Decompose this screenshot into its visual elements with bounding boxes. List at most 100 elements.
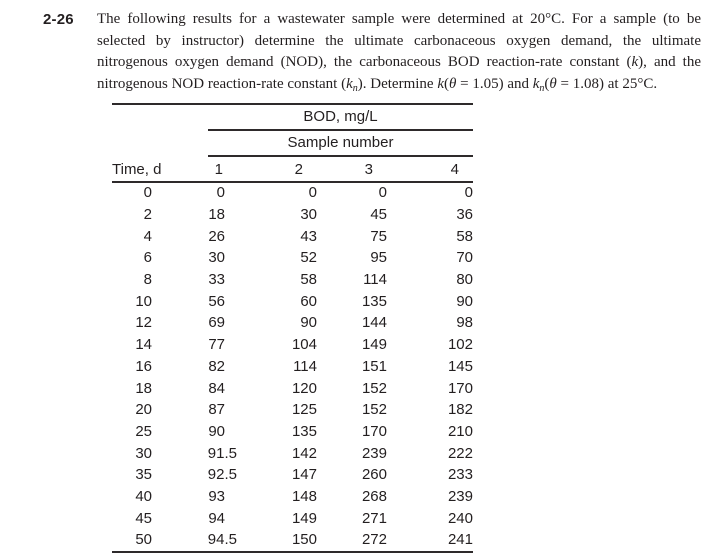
table-row: 45 94 149 271 240 [112, 507, 473, 529]
table-cell: 77 [208, 336, 225, 354]
table-row: 2 18 30 45 36 [112, 204, 473, 226]
table-row: 0 0 0 0 0 [112, 182, 473, 204]
table-row: 8 33 58 114 80 [112, 269, 473, 291]
column-header-time: Time, d [112, 160, 162, 178]
table-cell: 152 [361, 379, 387, 397]
table-cell: 91.5 [207, 444, 237, 462]
column-header-sample-4: 4 [450, 160, 459, 178]
table-row: 18 84 120 152 170 [112, 377, 473, 399]
table-cell: 30 [300, 206, 317, 224]
table-rule-under-header [112, 181, 473, 183]
table-cell: 114 [293, 357, 317, 375]
table-cell: 10 [135, 292, 152, 310]
column-header-sample-3: 3 [364, 160, 373, 178]
table-cell: 70 [456, 249, 473, 267]
table-cell: 12 [135, 314, 152, 332]
table-cell: 75 [370, 227, 387, 245]
table-cell: 36 [456, 206, 473, 224]
table-row: 30 91.5 142 239 222 [112, 442, 473, 464]
table-row: 10 56 60 135 90 [112, 290, 473, 312]
table-cell: 35 [135, 466, 152, 484]
table-cell: 18 [208, 206, 225, 224]
table-cell: 20 [135, 401, 152, 419]
table-cell: 148 [291, 487, 317, 505]
table-cell: 0 [216, 184, 225, 202]
table-cell: 142 [291, 444, 317, 462]
table-cell: 2 [143, 206, 152, 224]
problem-line-1: The following results for a wastewater s… [97, 11, 701, 27]
table-cell: 90 [208, 422, 225, 440]
table-cell: 58 [300, 271, 317, 289]
table-cell: 210 [447, 422, 473, 440]
table-row: 12 69 90 144 98 [112, 312, 473, 334]
table-cell: 93 [208, 487, 225, 505]
table-cell: 90 [300, 314, 317, 332]
column-header-sample-2: 2 [294, 160, 303, 178]
table-cell: 4 [143, 227, 152, 245]
table-row: 50 94.5 150 272 241 [112, 529, 473, 551]
table-cell: 233 [447, 466, 473, 484]
table-cell: 0 [464, 184, 473, 202]
table-row: 25 90 135 170 210 [112, 421, 473, 443]
table-cell: 0 [378, 184, 387, 202]
table-cell: 114 [363, 271, 387, 289]
table-cell: 82 [208, 357, 225, 375]
table-cell: 152 [361, 401, 387, 419]
table-cell: 30 [208, 249, 225, 267]
table-cell: 58 [456, 227, 473, 245]
table-cell: 240 [447, 509, 473, 527]
table-cell: 182 [447, 401, 473, 419]
table-cell: 80 [456, 271, 473, 289]
problem-line-4: nitrogenous NOD reaction-rate constant (… [97, 76, 658, 95]
problem-statement: The following results for a wastewater s… [97, 9, 701, 100]
table-row: 14 77 104 149 102 [112, 334, 473, 356]
table-cell: 125 [291, 401, 317, 419]
table-cell: 40 [135, 487, 152, 505]
table-cell: 14 [135, 336, 152, 354]
table-cell: 145 [447, 357, 473, 375]
table-cell: 26 [208, 227, 225, 245]
table-cell: 170 [447, 379, 473, 397]
table-cell: 95 [370, 249, 387, 267]
table-cell: 50 [135, 531, 152, 549]
table-rule-under-subtitle [208, 155, 473, 157]
table-cell: 84 [208, 379, 225, 397]
table-rule-top [112, 103, 473, 105]
table-cell: 150 [291, 531, 317, 549]
table-cell: 30 [135, 444, 152, 462]
table-cell: 94 [208, 509, 225, 527]
column-header-sample-1: 1 [214, 160, 223, 178]
problem-line-2: selected by instructor) determine the ul… [97, 32, 701, 49]
table-cell: 135 [361, 292, 387, 310]
table-header-row: Time, d 1 2 3 4 [112, 158, 473, 180]
table-cell: 104 [291, 336, 317, 354]
table-cell: 56 [208, 292, 225, 310]
table-cell: 25 [135, 422, 152, 440]
table-cell: 18 [135, 379, 152, 397]
table-cell: 60 [300, 292, 317, 310]
table-cell: 8 [143, 271, 152, 289]
table-cell: 222 [447, 444, 473, 462]
table-cell: 271 [361, 509, 387, 527]
table-cell: 69 [208, 314, 225, 332]
table-rule-under-title [208, 129, 473, 131]
table-row: 35 92.5 147 260 233 [112, 464, 473, 486]
table-cell: 272 [361, 531, 387, 549]
table-cell: 135 [291, 422, 317, 440]
table-cell: 144 [361, 314, 387, 332]
table-cell: 98 [456, 314, 473, 332]
table-cell: 149 [361, 336, 387, 354]
table-cell: 16 [135, 357, 152, 375]
table-cell: 52 [300, 249, 317, 267]
problem-line-3: nitrogenous oxygen demand (NOD), the car… [97, 54, 701, 71]
table-row: 4 26 43 75 58 [112, 225, 473, 247]
table-cell: 241 [447, 531, 473, 549]
table-cell: 0 [308, 184, 317, 202]
table-cell: 149 [291, 509, 317, 527]
table-cell: 92.5 [207, 466, 237, 484]
table-row: 20 87 125 152 182 [112, 399, 473, 421]
table-subtitle: Sample number [287, 134, 394, 151]
table-cell: 102 [447, 336, 473, 354]
table-cell: 45 [370, 206, 387, 224]
